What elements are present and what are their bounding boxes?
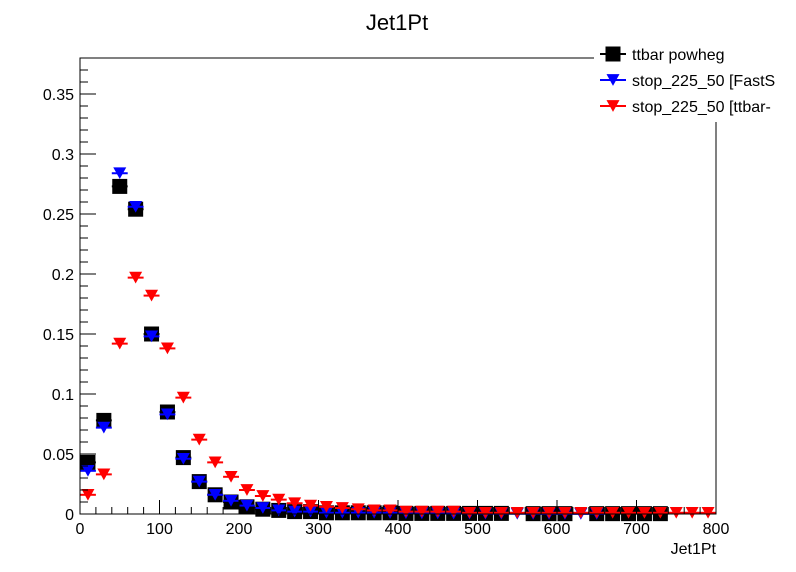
data-point-triangle [383, 504, 397, 517]
data-point-triangle [304, 505, 318, 518]
data-point-triangle [97, 421, 111, 434]
data-point-triangle [335, 502, 349, 514]
data-point-triangle [574, 506, 588, 519]
data-point-triangle [447, 505, 461, 518]
data-point-triangle [622, 506, 636, 519]
legend-label: ttbar powheg [632, 47, 725, 64]
data-point-triangle [192, 475, 206, 488]
data-point-triangle [478, 506, 492, 519]
data-point-triangle [431, 505, 445, 518]
data-point-triangle [399, 505, 413, 518]
data-point-triangle [113, 167, 127, 180]
data-point-triangle [208, 488, 222, 501]
data-point-triangle [145, 330, 159, 343]
legend-box [594, 40, 796, 122]
x-tick-label: 600 [544, 521, 571, 538]
x-tick-label: 0 [76, 521, 85, 538]
data-point-triangle [542, 506, 556, 519]
data-point-triangle [510, 506, 524, 519]
series-2 [80, 167, 605, 520]
axes: 0 0.05 0.1 0.15 0.2 0.25 0.3 0.35 0 100 200 300 400 5… [43, 57, 730, 538]
legend-label: stop_225_50 [FastS [632, 73, 775, 90]
data-point-triangle [256, 502, 270, 514]
data-point-triangle [606, 100, 620, 112]
data-point-triangle [319, 500, 333, 513]
y-tick-label: 0.05 [43, 447, 74, 464]
data-point-triangle [590, 506, 604, 519]
x-tick-label: 100 [146, 521, 173, 538]
data-point-triangle [176, 452, 190, 465]
data-point-triangle [240, 499, 254, 512]
x-tick-label: 800 [703, 521, 730, 538]
data-point-triangle [224, 494, 238, 507]
data-point-triangle [685, 506, 699, 519]
data-point-triangle [319, 506, 333, 519]
y-tick-label: 0.1 [52, 387, 74, 404]
legend-label: stop_225_50 [ttbar- [632, 99, 771, 116]
data-point-triangle [272, 504, 286, 517]
y-tick-label: 0.25 [43, 207, 74, 224]
data-point-triangle [701, 506, 715, 519]
x-tick-label: 500 [464, 521, 491, 538]
x-tick-label: 400 [385, 521, 412, 538]
data-point-triangle [208, 456, 222, 469]
data-point-triangle [97, 468, 111, 481]
data-point-square [605, 46, 621, 62]
data-point-triangle [494, 506, 508, 519]
data-point-triangle [81, 488, 95, 501]
data-point-square [112, 178, 128, 194]
x-axis-label: Jet1Pt [671, 541, 717, 558]
series-layer [80, 167, 716, 522]
data-point-triangle [606, 74, 620, 86]
data-point-triangle [81, 464, 95, 477]
data-point-triangle [669, 506, 683, 519]
data-point-triangle [526, 506, 540, 519]
y-tick-label: 0.3 [52, 147, 74, 164]
data-point-triangle [240, 484, 254, 496]
data-point-triangle [160, 342, 174, 355]
data-point-triangle [145, 289, 159, 302]
x-tick-label: 300 [305, 521, 332, 538]
data-point-triangle [351, 503, 365, 516]
data-point-triangle [192, 433, 206, 446]
data-point-triangle [367, 504, 381, 517]
data-point-triangle [176, 391, 190, 404]
plot-frame [79, 57, 717, 515]
data-point-triangle [288, 505, 302, 518]
data-point-triangle [463, 506, 477, 519]
y-tick-label: 0 [65, 507, 74, 524]
data-point-triangle [415, 505, 429, 518]
data-point-triangle [637, 506, 651, 519]
data-point-triangle [558, 506, 572, 519]
series-3 [80, 271, 716, 519]
x-tick-label: 700 [623, 521, 650, 538]
data-point-triangle [256, 490, 270, 502]
data-point-triangle [288, 497, 302, 510]
chart-title: Jet1Pt [366, 10, 428, 35]
data-point-triangle [272, 493, 286, 506]
data-point-triangle [304, 499, 318, 512]
data-point-triangle [113, 337, 127, 350]
data-point-triangle [653, 506, 667, 519]
data-point-triangle [224, 470, 238, 483]
data-point-triangle [606, 506, 620, 519]
y-tick-label: 0.15 [43, 327, 74, 344]
y-tick-label: 0.35 [43, 87, 74, 104]
x-tick-label: 200 [226, 521, 253, 538]
legend: ttbar powheg stop_225_50 [FastS stop_225_5… [594, 40, 796, 122]
data-point-triangle [160, 408, 174, 421]
data-point-triangle [129, 271, 143, 284]
data-point-triangle [129, 200, 143, 213]
y-tick-label: 0.2 [52, 267, 74, 284]
